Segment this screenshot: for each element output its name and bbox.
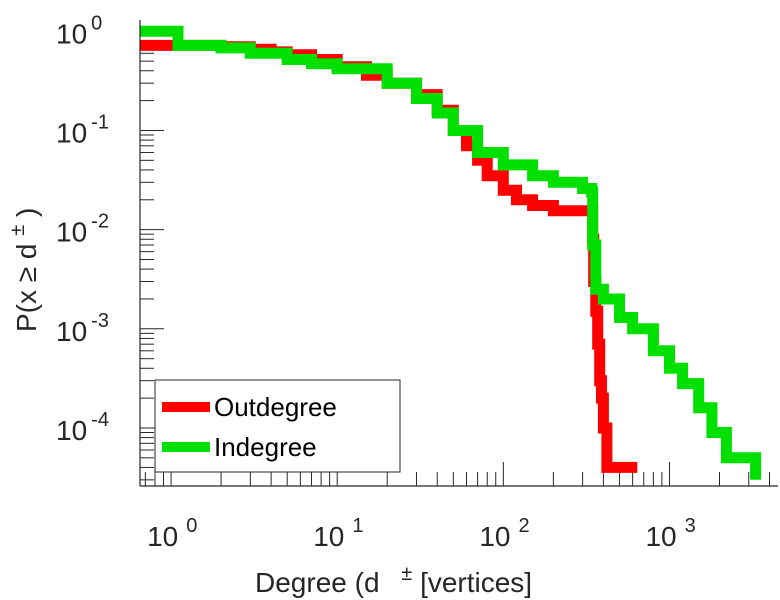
legend-box (154, 379, 401, 473)
legend: Outdegree Indegree (154, 379, 401, 473)
axis-ticks (140, 30, 771, 486)
x-axis-label-sup: ± (401, 563, 412, 585)
y-tick-label: 10 -4 (56, 409, 109, 446)
y-tick-label: 10 -2 (56, 211, 109, 248)
y-tick-label: 10 -1 (56, 111, 109, 148)
x-tick-labels: 10 0 10 1 10 2 10 3 (147, 515, 696, 552)
x-tick-label: 10 0 (147, 515, 197, 552)
x-tick-label: 10 3 (645, 515, 695, 552)
series-layer (140, 25, 762, 480)
x-tick-label: 10 1 (313, 515, 363, 552)
x-axis-label-main: Degree (d (255, 567, 380, 598)
series-line-indegree (140, 25, 762, 480)
legend-label-indegree: Indegree (214, 432, 317, 462)
y-tick-label: 10 -3 (56, 310, 109, 347)
x-tick-label: 10 2 (479, 515, 529, 552)
legend-label-outdegree: Outdegree (214, 392, 337, 422)
x-axis-label-suffix: [vertices] (420, 567, 532, 598)
y-axis-label: P(x ≥ d ± ) (0, 208, 42, 332)
y-tick-label: 10 0 (56, 12, 102, 49)
y-axis-label-suffix: ) (11, 208, 42, 217)
x-axis-label: Degree (d ± [vertices] (255, 555, 532, 598)
y-axis-label-main: P(x ≥ d (11, 244, 42, 333)
y-axis-label-sup: ± (7, 225, 29, 236)
